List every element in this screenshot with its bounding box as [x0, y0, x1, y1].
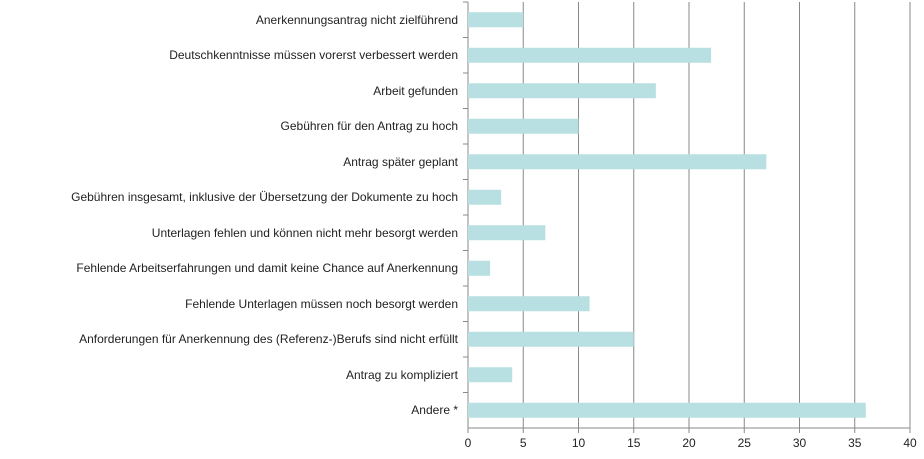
category-text: Unterlagen fehlen und können nicht mehr …: [151, 225, 458, 240]
x-tick-label: 15: [627, 436, 641, 450]
y-tick-label: Arbeit gefunden: [0, 73, 458, 109]
bar: [468, 47, 712, 63]
y-tick-label: Anerkennungsantrag nicht zielführend: [0, 2, 458, 38]
category-text: Andere *: [411, 403, 458, 418]
bar: [468, 260, 491, 276]
x-tick-label: 20: [682, 436, 696, 450]
bar: [468, 189, 502, 205]
x-tick-label: 40: [903, 436, 917, 450]
y-tick-label: Gebühren für den Antrag zu hoch: [0, 109, 458, 145]
y-tick-label: Fehlende Arbeitserfahrungen und damit ke…: [0, 251, 458, 287]
category-text: Antrag später geplant: [343, 154, 458, 169]
y-tick-label: Unterlagen fehlen und können nicht mehr …: [0, 215, 458, 251]
x-tick-label: 0: [465, 436, 472, 450]
category-text: Fehlende Arbeitserfahrungen und damit ke…: [76, 261, 458, 276]
bar: [468, 12, 524, 28]
category-text: Deutschkenntnisse müssen vorerst verbess…: [169, 48, 458, 63]
bar: [468, 367, 513, 383]
bar: [468, 296, 590, 312]
y-tick-label: Deutschkenntnisse müssen vorerst verbess…: [0, 38, 458, 74]
x-tick-label: 35: [848, 436, 862, 450]
x-tick-label: 25: [738, 436, 752, 450]
category-text: Arbeit gefunden: [373, 83, 458, 98]
category-text: Anforderungen für Anerkennung des (Refer…: [79, 332, 458, 347]
y-tick-label: Fehlende Unterlagen müssen noch besorgt …: [0, 286, 458, 322]
bar: [468, 118, 579, 134]
category-text: Anerkennungsantrag nicht zielführend: [255, 12, 458, 27]
bar: [468, 225, 546, 241]
y-tick-label: Andere *: [0, 393, 458, 429]
category-text: Gebühren für den Antrag zu hoch: [280, 119, 458, 134]
x-tick-label: 5: [520, 436, 527, 450]
y-tick-label: Antrag zu kompliziert: [0, 357, 458, 393]
y-tick-label: Anforderungen für Anerkennung des (Refer…: [0, 322, 458, 358]
category-text: Gebühren insgesamt, inklusive der Überse…: [71, 190, 458, 205]
category-text: Antrag zu kompliziert: [345, 367, 458, 382]
bar: [468, 154, 767, 170]
bar: [468, 331, 634, 347]
category-text: Fehlende Unterlagen müssen noch besorgt …: [185, 296, 458, 311]
y-tick-label: Antrag später geplant: [0, 144, 458, 180]
bar: [468, 83, 656, 99]
bar: [468, 402, 866, 418]
y-tick-label: Gebühren insgesamt, inklusive der Überse…: [0, 180, 458, 216]
x-tick-label: 30: [793, 436, 807, 450]
x-tick-label: 10: [572, 436, 586, 450]
